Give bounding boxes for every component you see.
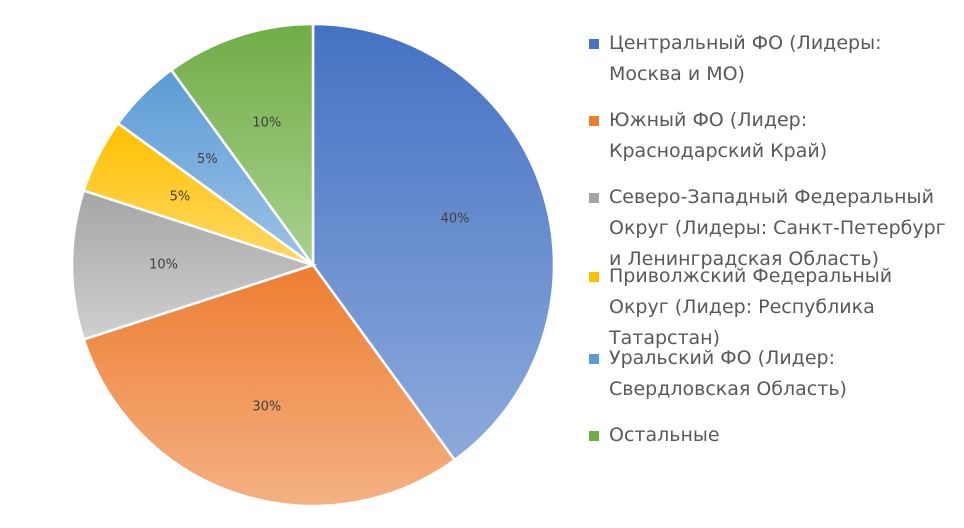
legend-label: Южный ФО (Лидер: Краснодарский Край) (609, 109, 828, 162)
legend-swatch (589, 39, 599, 49)
legend-swatch (589, 116, 599, 126)
data-label: 10% (149, 258, 178, 273)
legend-swatch (589, 272, 599, 282)
slice-central (311, 22, 556, 462)
legend-label: Остальные (609, 424, 720, 446)
legend: Центральный ФО (Лидеры: Москва и МО) Южн… (579, 18, 951, 498)
legend-label: Северо-Западный Федеральный Округ (Лидер… (609, 186, 946, 270)
data-label: 5% (170, 190, 191, 205)
legend-label: Уральский ФО (Лидер: Свердловская Област… (609, 347, 847, 400)
slice-south (82, 263, 457, 508)
pie-chart: 40% 30% 10% 5% 5% 10% (70, 22, 556, 508)
legend-label: Приволжский Федеральный Округ (Лидер: Ре… (609, 265, 893, 349)
legend-swatch (589, 193, 599, 203)
data-label: 40% (441, 211, 470, 226)
data-label: 5% (197, 152, 218, 167)
legend-label: Центральный ФО (Лидеры: Москва и МО) (609, 32, 882, 85)
legend-swatch (589, 431, 599, 441)
data-label: 30% (252, 400, 281, 415)
legend-swatch (589, 354, 599, 364)
slice-others (169, 22, 315, 269)
slice-northwest (70, 188, 318, 342)
data-label: 10% (252, 115, 281, 130)
